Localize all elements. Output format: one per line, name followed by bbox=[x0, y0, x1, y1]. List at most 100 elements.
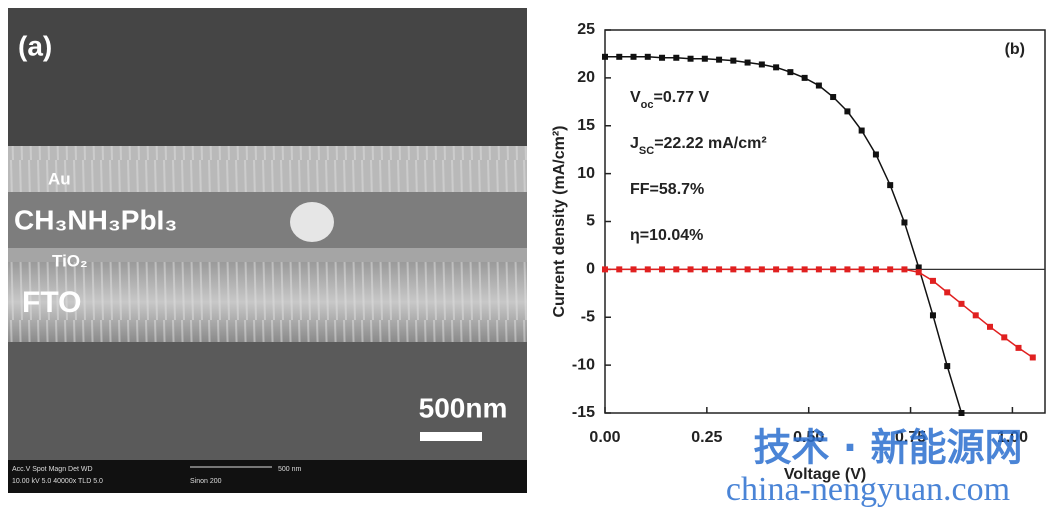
data-point bbox=[873, 266, 879, 272]
y-tick-label: 0 bbox=[586, 261, 595, 278]
data-point bbox=[859, 266, 865, 272]
panel-label: (b) bbox=[1005, 41, 1025, 58]
layer-label: TiO₂ bbox=[52, 251, 88, 270]
data-point bbox=[631, 54, 637, 60]
annotation-part: =22.22 mA/cm² bbox=[654, 135, 767, 152]
annotation-part: J bbox=[630, 135, 639, 152]
y-tick-label: 25 bbox=[577, 21, 595, 38]
sem-footer: 10.00 kV 5.0 40000x TLD 5.0 bbox=[12, 478, 103, 485]
plot-frame bbox=[605, 30, 1045, 413]
data-point bbox=[901, 219, 907, 225]
data-point bbox=[930, 312, 936, 318]
scale-bar-label: 500nm bbox=[419, 392, 508, 423]
data-point bbox=[730, 58, 736, 64]
data-point bbox=[702, 266, 708, 272]
data-point bbox=[631, 266, 637, 272]
y-tick-label: 10 bbox=[577, 165, 595, 182]
data-point bbox=[987, 324, 993, 330]
annotation-part: =0.77 V bbox=[654, 89, 710, 106]
data-point bbox=[773, 266, 779, 272]
data-point bbox=[602, 54, 608, 60]
data-point bbox=[958, 410, 964, 416]
annotation-part: FF=58.7% bbox=[630, 181, 704, 198]
annotation-part: SC bbox=[639, 145, 654, 157]
watermark: 技术 · 新能源网 bbox=[754, 426, 1023, 470]
data-point bbox=[973, 312, 979, 318]
sem-footer: 500 nm bbox=[278, 466, 302, 473]
data-point bbox=[716, 266, 722, 272]
data-point bbox=[844, 108, 850, 114]
data-point bbox=[787, 266, 793, 272]
annotation: Voc=0.77 V bbox=[630, 89, 709, 111]
data-point bbox=[673, 266, 679, 272]
annotation: FF=58.7% bbox=[630, 181, 704, 198]
data-point bbox=[616, 266, 622, 272]
data-point bbox=[1001, 334, 1007, 340]
data-point bbox=[844, 266, 850, 272]
data-point bbox=[944, 289, 950, 295]
fto-texture bbox=[8, 262, 527, 342]
y-tick-label: -10 bbox=[572, 356, 595, 373]
data-point bbox=[802, 75, 808, 81]
grain bbox=[290, 202, 334, 242]
data-point bbox=[673, 55, 679, 61]
data-point bbox=[816, 266, 822, 272]
au-texture bbox=[8, 146, 527, 192]
data-point bbox=[816, 83, 822, 89]
data-point bbox=[688, 266, 694, 272]
data-point bbox=[773, 64, 779, 70]
data-point bbox=[887, 266, 893, 272]
layer-label: FTO bbox=[22, 286, 81, 319]
data-point bbox=[916, 269, 922, 275]
annotation-part: oc bbox=[641, 99, 654, 111]
data-point bbox=[759, 266, 765, 272]
data-point bbox=[1016, 345, 1022, 351]
annotation-part: η=10.04% bbox=[630, 227, 703, 244]
panel-label: (a) bbox=[18, 30, 52, 61]
data-point bbox=[930, 278, 936, 284]
figure: (a) Au CH₃NH₃PbI₃ TiO₂ FTO 500nm Acc.V S… bbox=[0, 0, 1046, 511]
data-point bbox=[602, 266, 608, 272]
data-point bbox=[659, 266, 665, 272]
layer-label: Au bbox=[48, 169, 71, 188]
annotation: JSC=22.22 mA/cm² bbox=[630, 135, 767, 157]
data-point bbox=[830, 266, 836, 272]
data-point bbox=[659, 55, 665, 61]
x-tick-label: 0.25 bbox=[691, 429, 722, 446]
data-point bbox=[802, 266, 808, 272]
y-tick-label: 5 bbox=[586, 213, 595, 230]
layer-label: CH₃NH₃PbI₃ bbox=[14, 204, 177, 235]
data-point bbox=[745, 266, 751, 272]
y-tick-label: -5 bbox=[581, 308, 595, 325]
data-point bbox=[830, 94, 836, 100]
data-point bbox=[645, 266, 651, 272]
data-point bbox=[944, 363, 950, 369]
data-point bbox=[645, 54, 651, 60]
sem-footer: Acc.V Spot Magn Det WD bbox=[12, 466, 93, 473]
scale-bar bbox=[420, 432, 482, 441]
data-point bbox=[730, 266, 736, 272]
data-point bbox=[745, 60, 751, 66]
y-tick-label: 15 bbox=[577, 117, 595, 134]
y-tick-label: -15 bbox=[572, 404, 595, 421]
series-line bbox=[605, 269, 1033, 357]
annotation-part: V bbox=[630, 89, 641, 106]
data-point bbox=[716, 57, 722, 63]
data-point bbox=[1030, 354, 1036, 360]
watermark: china-nengyuan.com bbox=[726, 471, 1010, 508]
sem-panel: (a) Au CH₃NH₃PbI₃ TiO₂ FTO 500nm Acc.V S… bbox=[8, 8, 527, 493]
sem-footer: Sinon 200 bbox=[190, 478, 222, 485]
data-point bbox=[688, 56, 694, 62]
data-point bbox=[859, 128, 865, 134]
data-point bbox=[759, 61, 765, 67]
data-point bbox=[787, 69, 793, 75]
data-point bbox=[702, 56, 708, 62]
annotation: η=10.04% bbox=[630, 227, 703, 244]
data-point bbox=[887, 182, 893, 188]
data-point bbox=[901, 266, 907, 272]
data-point bbox=[873, 151, 879, 157]
x-tick-label: 0.00 bbox=[589, 429, 620, 446]
y-axis-label: Current density (mA/cm²) bbox=[551, 125, 568, 317]
data-point bbox=[958, 301, 964, 307]
